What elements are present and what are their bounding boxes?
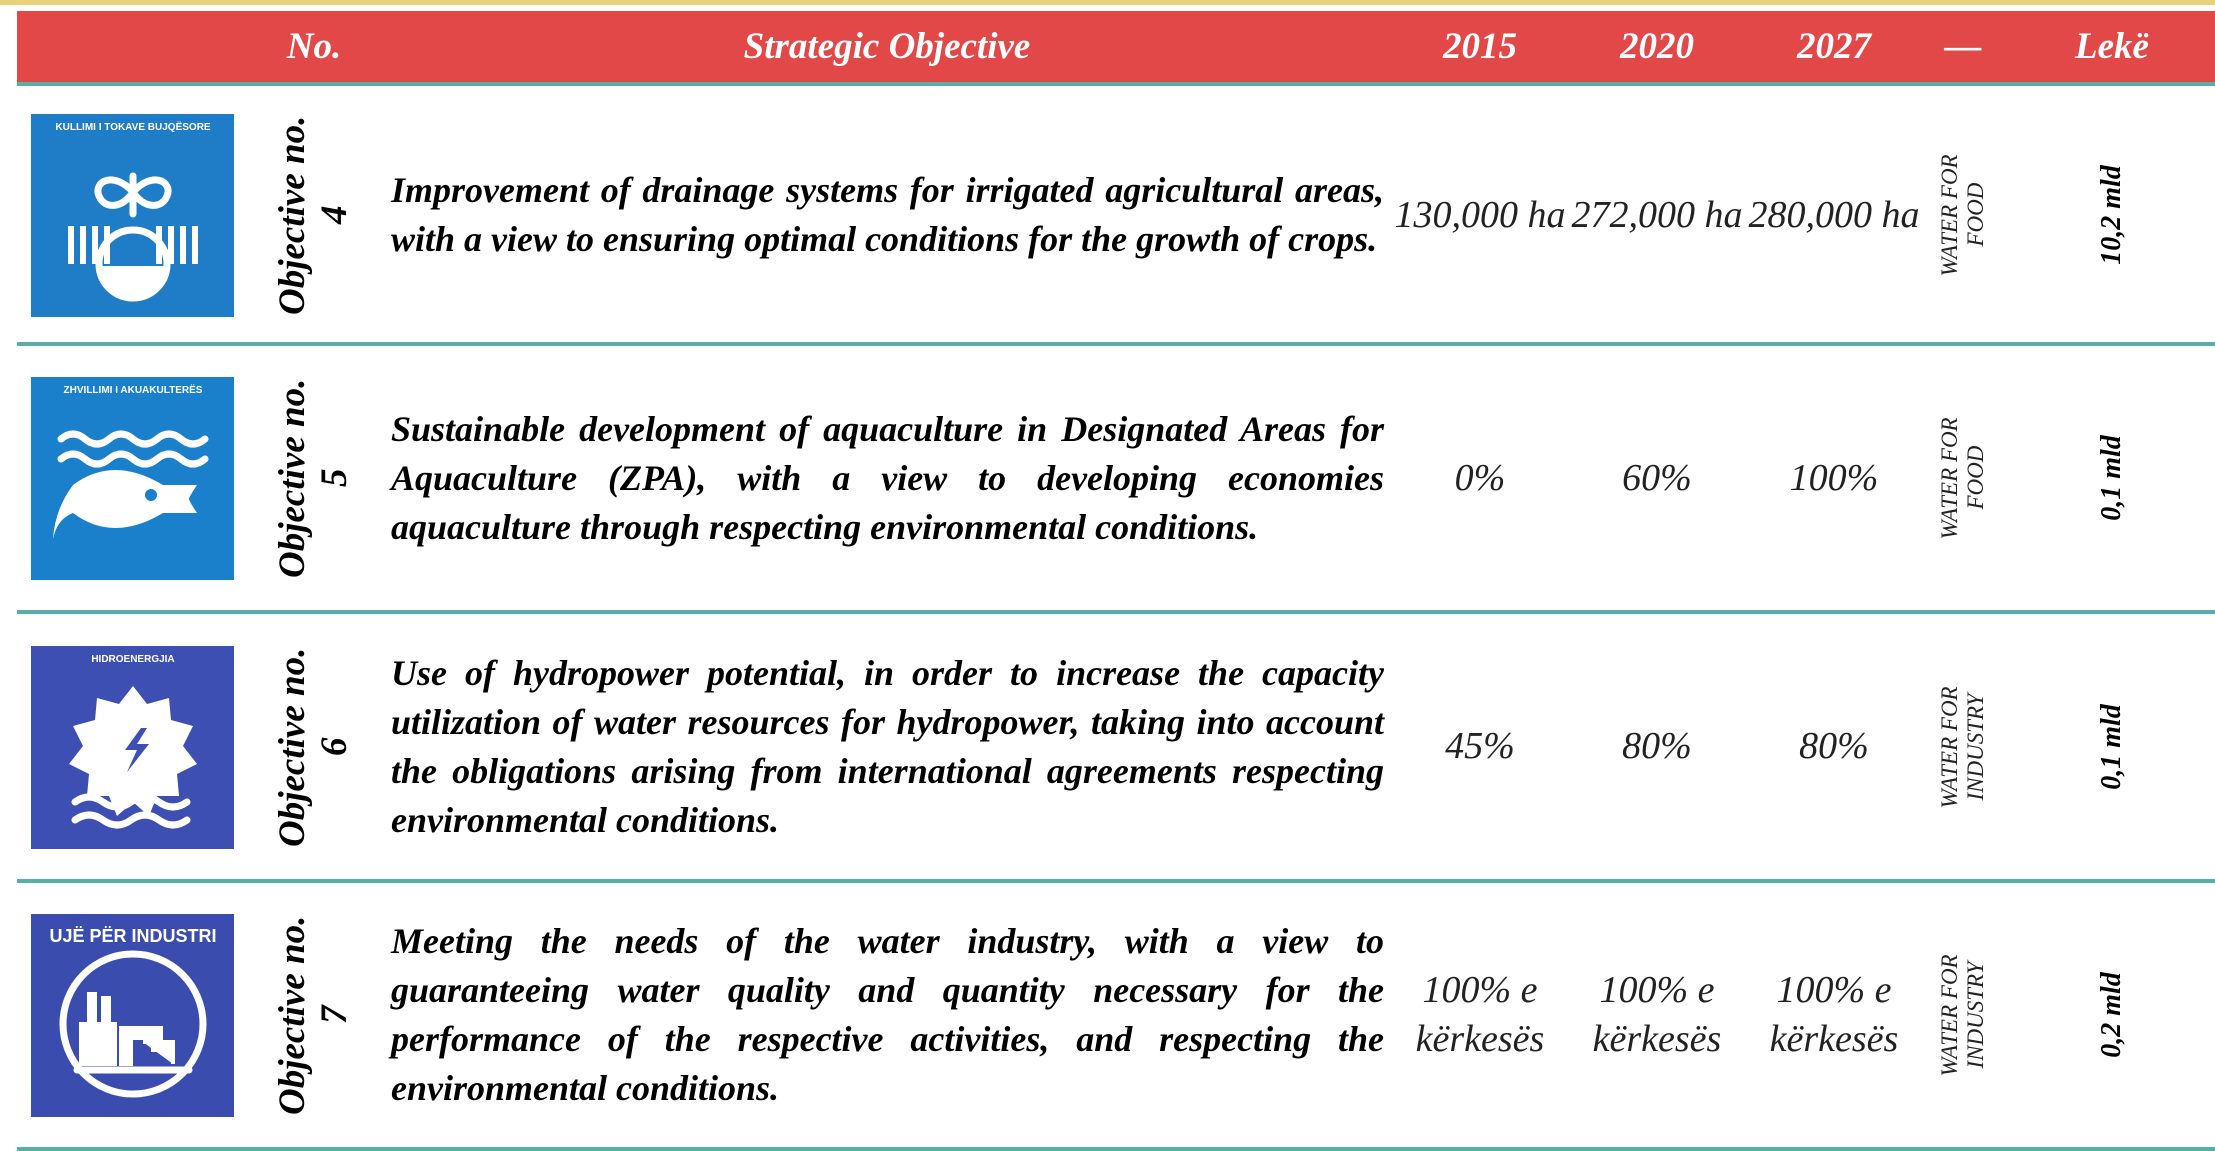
row-separator	[17, 879, 2215, 883]
row-separator	[17, 610, 2215, 614]
category: WATER FOR FOOD	[1937, 153, 1988, 277]
target-value: 80%	[1622, 725, 1692, 767]
icon-label: HIDROENERGJIA	[91, 654, 174, 665]
target-value: 272,000 ha	[1571, 193, 1743, 236]
objective-number: Objective no. 5	[272, 378, 355, 578]
icon-label: KULLIMI I TOKAVE BUJQËSORE	[55, 120, 211, 133]
objective-text: Meeting the needs of the water industry,…	[391, 921, 1384, 1108]
category: WATER FOR FOOD	[1937, 416, 1988, 540]
target-value: 100% e kërkesës	[1592, 969, 1722, 1060]
table-header	[17, 11, 2215, 82]
objective-number: Objective no. 4	[272, 115, 355, 315]
row-separator	[17, 342, 2215, 346]
header-cell: —	[1944, 26, 1982, 67]
icon-graphic: KULLIMI I TOKAVE BUJQËSORE	[55, 120, 211, 302]
objective-text: Use of hydropower potential, in order to…	[391, 652, 1384, 840]
objective-number: Objective no. 6	[272, 646, 355, 847]
target-value: 0%	[1454, 456, 1506, 499]
header-separator	[17, 82, 2215, 86]
target-value: 60%	[1622, 456, 1692, 499]
target-value: 280,000 ha	[1748, 193, 1920, 236]
category: WATER FOR INDUSTRY	[1937, 685, 1988, 808]
header-cell: No.	[286, 26, 342, 67]
target-value: 100% e kërkesës	[1769, 969, 1899, 1060]
objective-text: Improvement of drainage systems for irri…	[391, 170, 1384, 259]
objective-icon: ZHVILLIMI I AKUAKULTERËS	[31, 377, 234, 580]
amount: 0,2 mld	[2096, 972, 2127, 1058]
top-border	[0, 0, 2215, 5]
icon-label: ZHVILLIMI I AKUAKULTERËS	[64, 383, 203, 396]
category: WATER FOR INDUSTRY	[1937, 953, 1988, 1077]
row-separator	[17, 1147, 2215, 1151]
objective-text: Sustainable development of aquaculture i…	[391, 408, 1384, 547]
header-cell: Lekë	[2075, 26, 2149, 67]
target-value: 130,000 ha	[1394, 193, 1566, 236]
icon-graphic: HIDROENERGJIA	[69, 654, 197, 828]
header-cell: Strategic Objective	[743, 26, 1031, 67]
objective-icon: KULLIMI I TOKAVE BUJQËSORE	[31, 114, 234, 317]
objective-icon: HIDROENERGJIA	[31, 645, 234, 849]
target-value: 80%	[1799, 725, 1869, 767]
icon-graphic: UJË PËR INDUSTRI	[49, 926, 217, 1098]
target-value: 100%	[1789, 456, 1879, 499]
amount: 0,1 mld	[2096, 435, 2127, 521]
target-value: 45%	[1445, 725, 1515, 767]
header-cell: 2027	[1797, 26, 1871, 67]
objective-icon: UJË PËR INDUSTRI	[31, 914, 234, 1117]
target-value: 100% e kërkesës	[1415, 969, 1545, 1060]
header-cell: 2015	[1443, 26, 1517, 67]
amount: 10,2 mld	[2096, 165, 2127, 265]
icon-label: UJË PËR INDUSTRI	[49, 926, 216, 946]
amount: 0,1 mld	[2096, 703, 2127, 790]
objective-number: Objective no. 7	[272, 915, 355, 1115]
icon-graphic: ZHVILLIMI I AKUAKULTERËS	[53, 383, 209, 539]
header-cell: 2020	[1620, 26, 1694, 67]
